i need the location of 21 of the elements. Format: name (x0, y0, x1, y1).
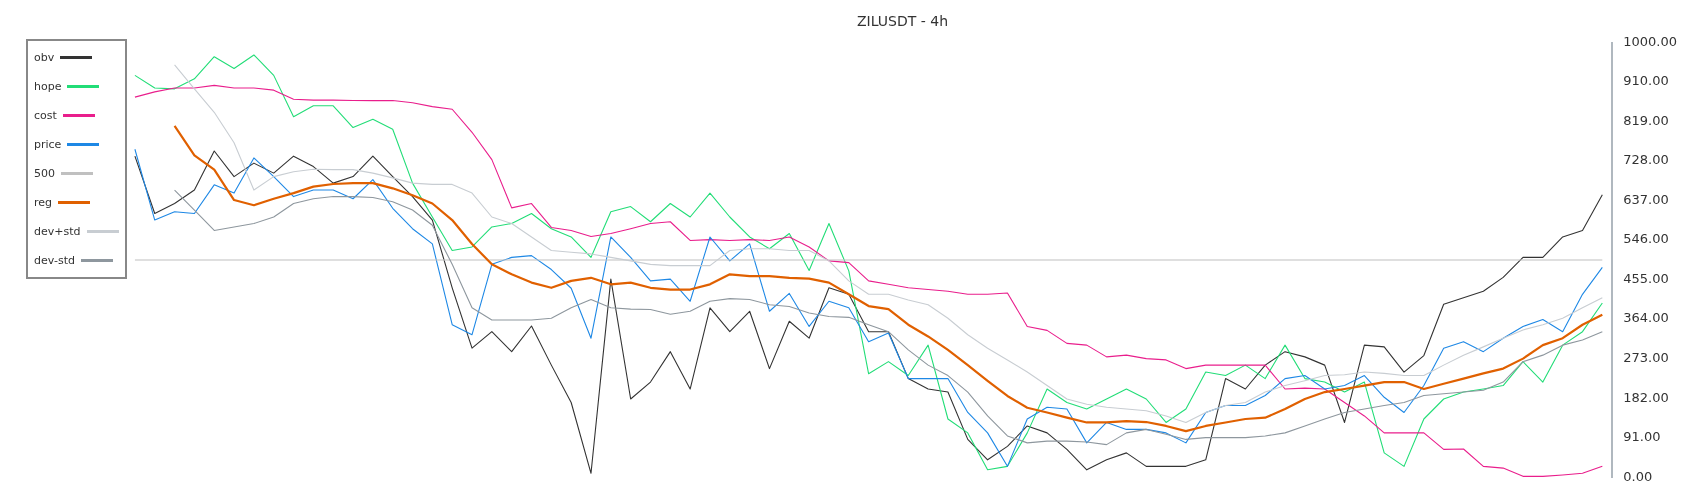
legend-label: dev-std (34, 254, 75, 267)
y-tick-label: 819.00 (1623, 112, 1669, 128)
legend-label: 500 (34, 167, 55, 180)
y-tick-label: 182.00 (1623, 389, 1669, 405)
y-tick-label: 637.00 (1623, 191, 1669, 207)
y-tick-label: 364.00 (1623, 310, 1669, 326)
y-tick-label: 455.00 (1623, 270, 1669, 286)
legend-label: hope (34, 80, 62, 93)
legend-label: obv (34, 51, 55, 64)
y-tick-label: 91.00 (1623, 429, 1661, 445)
chart-title: ZILUSDT - 4h (856, 13, 949, 30)
y-tick-label: 273.00 (1623, 349, 1669, 365)
legend-label: dev+std (34, 225, 81, 238)
y-tick-label: 1000.00 (1623, 34, 1678, 50)
y-tick-label: 0.00 (1623, 468, 1653, 484)
legend-label: cost (34, 109, 57, 122)
y-tick-label: 910.00 (1623, 73, 1669, 89)
legend-label: reg (34, 196, 53, 209)
legend-label: price (34, 138, 62, 151)
y-tick-label: 728.00 (1623, 152, 1669, 168)
y-tick-label: 546.00 (1623, 231, 1669, 247)
